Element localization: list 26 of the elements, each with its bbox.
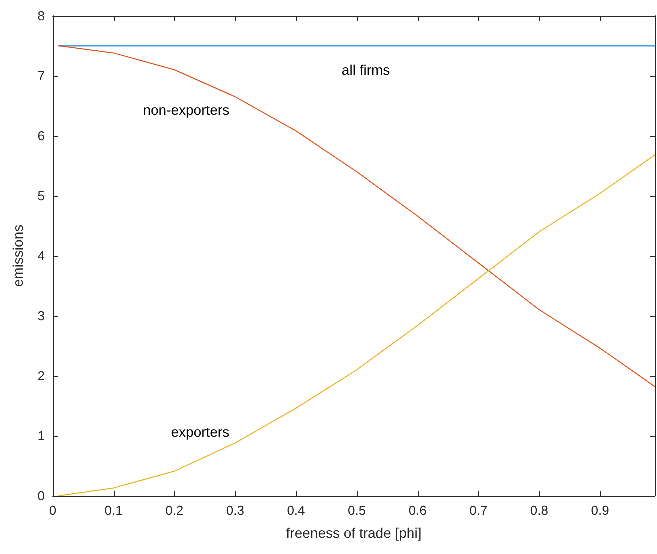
y-tick-label: 4 [38, 248, 45, 264]
x-tick-label: 0.4 [287, 503, 306, 518]
x-tick-label: 0.1 [104, 503, 123, 518]
x-axis-title: freeness of trade [phi] [286, 525, 422, 541]
y-tick-label: 1 [38, 428, 45, 444]
line-series [58, 154, 656, 496]
x-tick-label: 0.5 [348, 503, 366, 518]
y-tick-label: 5 [38, 188, 45, 204]
y-tick-label: 3 [38, 308, 45, 324]
y-axis-title: emissions [10, 224, 26, 288]
y-tick-label: 8 [38, 8, 45, 24]
x-tick-label: 0.6 [408, 503, 427, 518]
y-tick-label: 0 [38, 488, 45, 504]
series-label: all firms [342, 62, 390, 78]
x-tick-label: 0.2 [166, 503, 184, 518]
x-tick-label: 0 [49, 503, 57, 518]
x-tick-label: 0.7 [470, 503, 488, 518]
x-tick-label: 0.3 [226, 503, 244, 518]
series-label: non-exporters [143, 102, 230, 118]
line-series [58, 46, 656, 388]
x-tick-label: 0.8 [530, 503, 549, 518]
x-tick-label: 0.9 [591, 503, 610, 518]
y-tick-label: 6 [38, 128, 45, 144]
y-tick-label: 2 [38, 368, 45, 384]
y-tick-label: 7 [38, 68, 45, 84]
series-label: exporters [171, 424, 230, 440]
